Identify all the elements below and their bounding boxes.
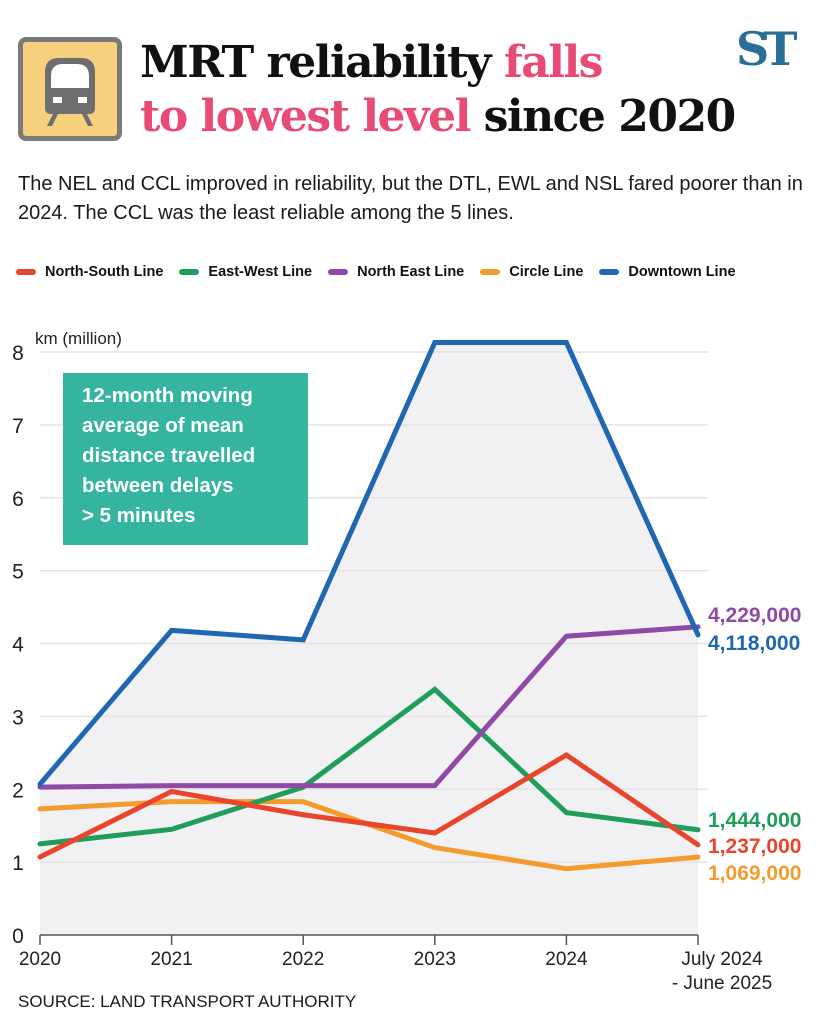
y-tick-label: 1 [12,852,24,875]
x-tick-label: 2023 [414,949,456,970]
legend-swatch [480,269,501,275]
x-tick-label: - June 2025 [672,973,772,990]
legend-swatch [179,269,200,275]
x-tick-label: 2022 [282,949,324,970]
title-line1-black: MRT reliability [140,37,491,88]
y-tick-label: 4 [12,634,24,657]
y-tick-label: 7 [12,415,24,438]
annotation-box: 12-month moving average of mean distance t… [63,373,308,545]
legend-item: North East Line [328,264,464,280]
annotation-line: > 5 minutes [82,504,196,527]
annotation-line: between delays [82,474,234,497]
subtitle: The NEL and CCL improved in reliability,… [18,173,803,224]
header: MRT reliability falls to lowest level si… [0,0,819,150]
x-tick-label: July 2024 [681,949,763,970]
end-value-label: 1,069,000 [708,862,801,885]
y-tick-label: 3 [12,706,24,729]
annotation-line: distance travelled [82,444,256,467]
title-line1-highlight: falls [503,37,604,88]
series-line-downtown-line [37,340,701,787]
y-tick-label: 0 [12,925,24,948]
legend-swatch [328,269,349,275]
series-line-east-west-line [37,686,701,847]
legend-item: Downtown Line [599,264,736,280]
end-value-label: 4,118,000 [708,632,800,655]
end-value-label: 4,229,000 [708,604,801,627]
legend-item: Circle Line [480,264,583,280]
legend-item: East-West Line [179,264,312,280]
source-note: SOURCE: LAND TRANSPORT AUTHORITY [18,992,357,1011]
title-line2-black: since 2020 [483,91,737,142]
legend-item: North-South Line [16,264,163,280]
title-line1: MRT reliability falls [140,36,735,90]
st-logo: ST [736,22,798,76]
legend: North-South Line East-West Line North East… [16,264,736,280]
title-line2: to lowest level since 2020 [140,90,737,144]
legend-label: East-West Line [208,264,313,280]
page-title: MRT reliability falls to lowest level si… [140,36,737,144]
end-value-label: 1,444,000 [708,809,801,832]
legend-label: Circle Line [509,264,584,280]
series-line-north-south-line [37,752,701,860]
y-tick-label: 8 [12,342,24,365]
series-line-north-east-line [37,624,701,790]
legend-label: North-South Line [45,264,164,280]
legend-label: Downtown Line [628,264,736,280]
train-icon [18,37,122,141]
y-tick-label: 5 [12,561,24,584]
title-line2-highlight: to lowest level [140,91,471,142]
x-tick-label: 2024 [545,949,588,970]
annotation-line: 12-month moving [82,384,253,407]
x-tick-label: 2020 [19,949,61,970]
y-axis-label: km (million) [35,329,122,348]
legend-swatch [599,269,620,275]
legend-label: North East Line [357,264,465,280]
end-value-label: 1,237,000 [708,835,801,858]
x-tick-label: 2021 [150,949,192,970]
legend-swatch [16,269,36,275]
y-tick-label: 6 [12,488,24,511]
annotation-line: average of mean [82,414,244,437]
y-tick-label: 2 [12,779,24,802]
